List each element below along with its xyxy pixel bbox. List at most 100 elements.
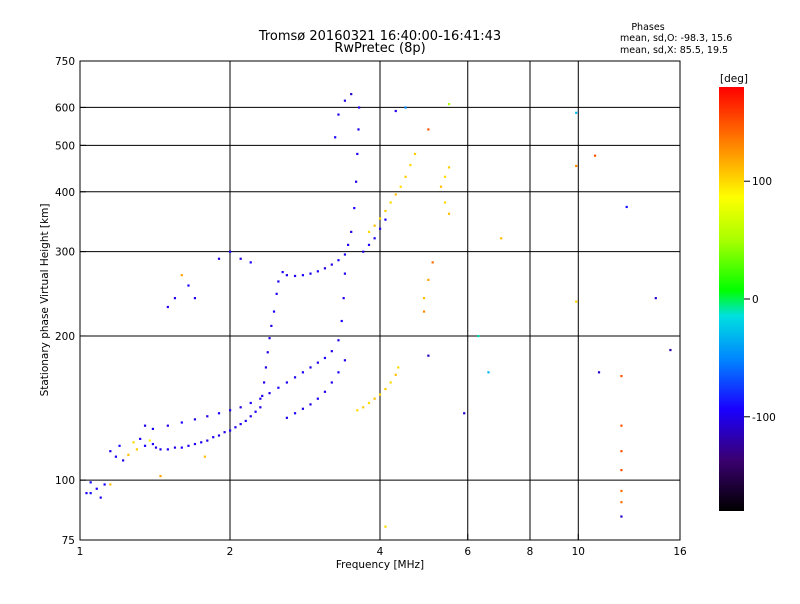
echo-point xyxy=(139,437,142,440)
echo-point xyxy=(151,427,155,431)
echo-point xyxy=(597,371,601,374)
echo-point xyxy=(109,450,112,453)
echo-point xyxy=(173,297,177,300)
y-axis-label: Stationary phase Virtual Height [km] xyxy=(39,204,51,397)
echo-point xyxy=(200,441,203,444)
echo-point xyxy=(654,297,657,300)
echo-point xyxy=(443,201,447,204)
echo-point xyxy=(239,406,242,409)
echo-point xyxy=(357,106,361,109)
echo-point xyxy=(443,175,447,178)
echo-point xyxy=(463,412,466,415)
echo-point xyxy=(206,439,209,442)
echo-point xyxy=(249,401,252,405)
echo-point xyxy=(180,274,183,277)
echo-point xyxy=(281,270,284,274)
echo-point xyxy=(413,152,417,156)
colorbar-tick-label: 100 xyxy=(752,176,772,188)
echo-point xyxy=(285,274,288,277)
echo-point xyxy=(367,401,371,405)
echo-point xyxy=(193,418,197,421)
echo-point xyxy=(397,366,400,369)
echo-point xyxy=(330,381,333,384)
echo-point xyxy=(114,455,118,458)
echo-point xyxy=(316,361,319,364)
echo-point xyxy=(301,371,305,374)
echo-point xyxy=(323,267,327,270)
echo-point xyxy=(239,257,242,260)
echo-point xyxy=(389,381,392,384)
y-tick-label: 500 xyxy=(55,140,75,152)
y-tick-label: 600 xyxy=(55,102,75,114)
echo-point xyxy=(427,354,430,357)
echo-point xyxy=(323,390,327,393)
echo-point xyxy=(277,280,280,283)
echo-point xyxy=(148,439,151,442)
echo-point xyxy=(343,99,347,102)
echo-point xyxy=(343,272,347,275)
echo-point xyxy=(234,426,237,429)
x-tick-label: 1 xyxy=(77,546,84,558)
echo-point xyxy=(262,381,266,384)
echo-point xyxy=(187,284,190,287)
echo-point xyxy=(350,230,353,233)
echo-point xyxy=(301,407,305,410)
y-axis: 75 100 200 300 400 500 600 750 xyxy=(55,56,86,547)
echo-point xyxy=(166,448,169,451)
echo-point xyxy=(620,469,623,472)
echo-point xyxy=(301,274,305,277)
echo-point xyxy=(575,300,578,303)
echo-point xyxy=(229,429,232,432)
echo-point xyxy=(575,111,578,114)
echo-point xyxy=(575,164,578,168)
echo-point xyxy=(193,442,197,446)
echo-point xyxy=(180,421,183,424)
echo-point xyxy=(620,501,623,504)
echo-point xyxy=(143,424,147,427)
x-tick-label: 10 xyxy=(572,546,585,558)
echo-point xyxy=(625,205,628,209)
echo-point xyxy=(261,394,264,398)
echo-point xyxy=(212,436,215,439)
echo-point xyxy=(353,206,356,210)
echo-point xyxy=(254,410,257,413)
echo-point xyxy=(394,373,397,376)
y-tick-label: 400 xyxy=(55,187,75,199)
colorbar xyxy=(719,87,744,511)
echo-point xyxy=(384,525,387,528)
echo-point xyxy=(404,106,407,109)
echo-point xyxy=(620,374,623,378)
echo-point xyxy=(217,434,221,437)
echo-point xyxy=(285,416,288,419)
echo-point xyxy=(268,337,271,340)
echo-point xyxy=(337,259,340,262)
echo-point xyxy=(620,515,623,518)
data-points xyxy=(85,92,672,528)
echo-point xyxy=(99,496,102,499)
echo-point xyxy=(166,424,169,427)
x-tick-label: 2 xyxy=(227,546,234,558)
echo-point xyxy=(272,310,276,313)
echo-point xyxy=(373,237,376,240)
echo-point xyxy=(343,253,347,256)
echo-point xyxy=(217,412,221,415)
echo-point xyxy=(151,442,155,446)
echo-point xyxy=(384,209,387,213)
echo-point xyxy=(356,152,359,156)
echo-point xyxy=(337,113,340,116)
echo-point xyxy=(620,424,623,427)
echo-point xyxy=(316,397,319,400)
echo-point xyxy=(275,292,278,295)
echo-point xyxy=(427,278,430,281)
echo-point xyxy=(180,446,183,449)
echo-point xyxy=(270,324,273,328)
echo-point xyxy=(447,102,451,106)
echo-point xyxy=(373,224,376,227)
echo-point xyxy=(122,459,125,462)
colorbar-label: [deg] xyxy=(720,73,748,85)
echo-point xyxy=(342,297,345,300)
echo-point xyxy=(293,376,297,379)
echo-point xyxy=(394,193,397,196)
echo-point xyxy=(337,339,340,342)
echo-point xyxy=(427,128,430,131)
